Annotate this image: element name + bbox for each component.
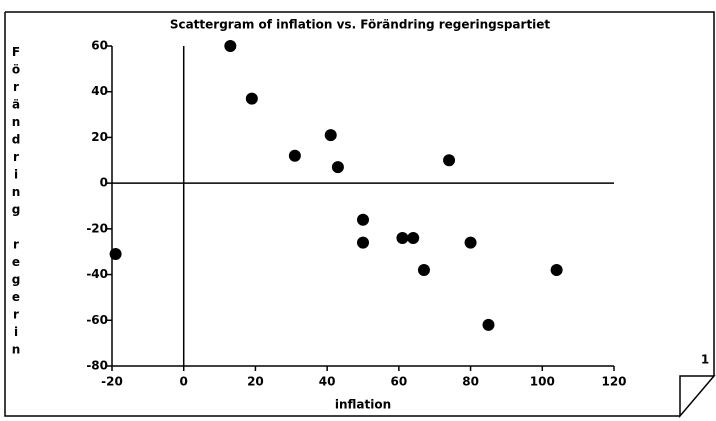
point bbox=[324, 129, 337, 142]
x-tick-label: 100 bbox=[530, 375, 555, 389]
point bbox=[550, 264, 563, 276]
y-tick-label: -60 bbox=[86, 313, 108, 327]
x-axis-label: inflation bbox=[335, 398, 391, 412]
point bbox=[407, 232, 420, 244]
y-tick-label: -20 bbox=[86, 221, 108, 235]
point bbox=[331, 161, 344, 174]
point bbox=[357, 236, 369, 249]
x-tick-label: 60 bbox=[391, 375, 408, 389]
y-tick-label: 40 bbox=[91, 84, 108, 98]
point bbox=[482, 318, 495, 331]
point bbox=[357, 213, 369, 226]
point bbox=[396, 232, 409, 244]
y-tick-label: 0 bbox=[100, 176, 108, 190]
frame bbox=[4, 11, 715, 417]
y-tick-label: -40 bbox=[86, 267, 108, 281]
y-tick-label: -80 bbox=[86, 359, 108, 373]
x-tick-label: 0 bbox=[180, 375, 188, 389]
chart-title: Scattergram of inflation vs. Förändring … bbox=[170, 18, 551, 32]
point bbox=[288, 149, 301, 162]
x-tick-label: 120 bbox=[601, 375, 626, 389]
x-tick-label: 80 bbox=[462, 375, 479, 389]
y-tick-label: 20 bbox=[91, 130, 108, 144]
point bbox=[464, 236, 477, 249]
point bbox=[224, 40, 237, 52]
page-marker: 1 bbox=[701, 353, 709, 367]
point bbox=[443, 154, 456, 167]
x-tick-label: 20 bbox=[247, 375, 264, 389]
point bbox=[245, 92, 258, 105]
y-tick-label: 60 bbox=[91, 39, 108, 53]
point bbox=[109, 248, 122, 260]
x-tick-label: -20 bbox=[101, 375, 123, 389]
x-tick-label: 40 bbox=[319, 375, 336, 389]
point bbox=[417, 264, 430, 276]
page-fold bbox=[679, 375, 716, 419]
